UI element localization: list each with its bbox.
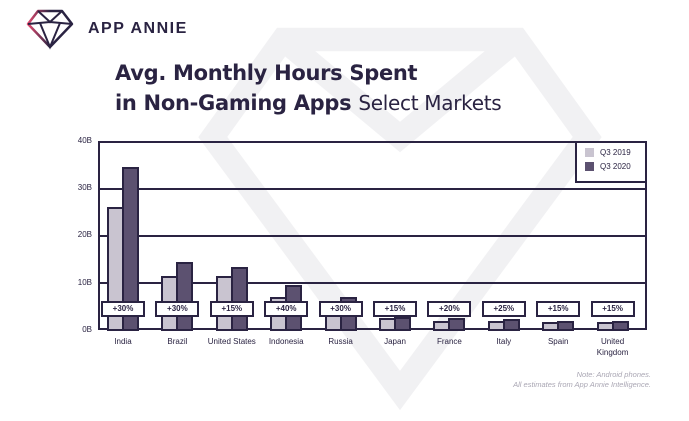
x-label: United Kingdom xyxy=(596,337,629,357)
growth-label: +40% xyxy=(264,301,309,317)
growth-label: +30% xyxy=(155,301,200,317)
footnote-line-1: Note: Android phones. xyxy=(576,370,651,379)
y-tick-40: 40B xyxy=(77,136,92,145)
bar-brazil-2020 xyxy=(176,261,194,331)
brand-name: APP ANNIE xyxy=(88,20,188,37)
gridline-30 xyxy=(98,188,647,190)
growth-label: +15% xyxy=(373,301,417,317)
legend-swatch xyxy=(585,162,594,171)
legend-label: Q3 2019 xyxy=(600,148,631,157)
brand-logo: APP ANNIE xyxy=(26,8,188,50)
bar-united-kingdom-2020 xyxy=(611,320,629,331)
bar-spain-2020 xyxy=(557,320,575,331)
gridline-10 xyxy=(98,282,647,284)
x-label: Indonesia xyxy=(268,337,304,346)
bar-united-states-2020 xyxy=(230,267,248,331)
footnote: Note: Android phones. All estimates from… xyxy=(513,370,651,390)
growth-label: +30% xyxy=(101,301,145,317)
footnote-line-2: All estimates from App Annie Intelligenc… xyxy=(513,380,651,389)
growth-label: +20% xyxy=(427,301,472,317)
title-line-1: Avg. Monthly Hours Spent xyxy=(115,61,418,85)
bar-india-2020 xyxy=(122,167,139,331)
growth-label: +15% xyxy=(590,301,635,317)
growth-label: +15% xyxy=(209,301,254,317)
legend-item-q3-2019: Q3 2019 xyxy=(585,148,645,157)
y-tick-30: 30B xyxy=(77,183,92,192)
bar-japan-2020 xyxy=(394,316,411,331)
legend: Q3 2019 Q3 2020 xyxy=(575,141,647,183)
title-bold: in Non-Gaming Apps xyxy=(115,91,352,115)
x-label: Japan xyxy=(384,337,406,346)
x-label: Russia xyxy=(328,337,353,346)
growth-label: +15% xyxy=(536,301,581,317)
title-line-2: in Non-Gaming Apps Select Markets xyxy=(115,88,502,118)
legend-label: Q3 2020 xyxy=(600,162,631,171)
x-label: France xyxy=(436,337,462,346)
legend-item-q3-2020: Q3 2020 xyxy=(585,162,645,171)
y-tick-0: 0B xyxy=(82,325,92,334)
bar-france-2020 xyxy=(448,318,466,331)
title-subtitle: Select Markets xyxy=(358,91,502,115)
growth-label: +30% xyxy=(318,301,363,317)
gridline-20 xyxy=(98,235,647,237)
watermark-diamond-icon xyxy=(198,27,602,410)
x-label: Brazil xyxy=(167,337,188,346)
legend-swatch xyxy=(585,148,594,157)
x-label: Italy xyxy=(496,337,512,346)
x-label: Spain xyxy=(547,337,569,346)
bar-italy-2020 xyxy=(502,319,520,331)
diamond-icon xyxy=(26,9,74,50)
x-label: India xyxy=(114,337,132,346)
y-tick-10: 10B xyxy=(77,278,92,287)
chart-title: Avg. Monthly Hours Spent in Non-Gaming A… xyxy=(115,58,502,118)
y-tick-20: 20B xyxy=(77,230,92,239)
growth-label: +25% xyxy=(481,301,526,317)
x-label: United States xyxy=(207,337,256,346)
